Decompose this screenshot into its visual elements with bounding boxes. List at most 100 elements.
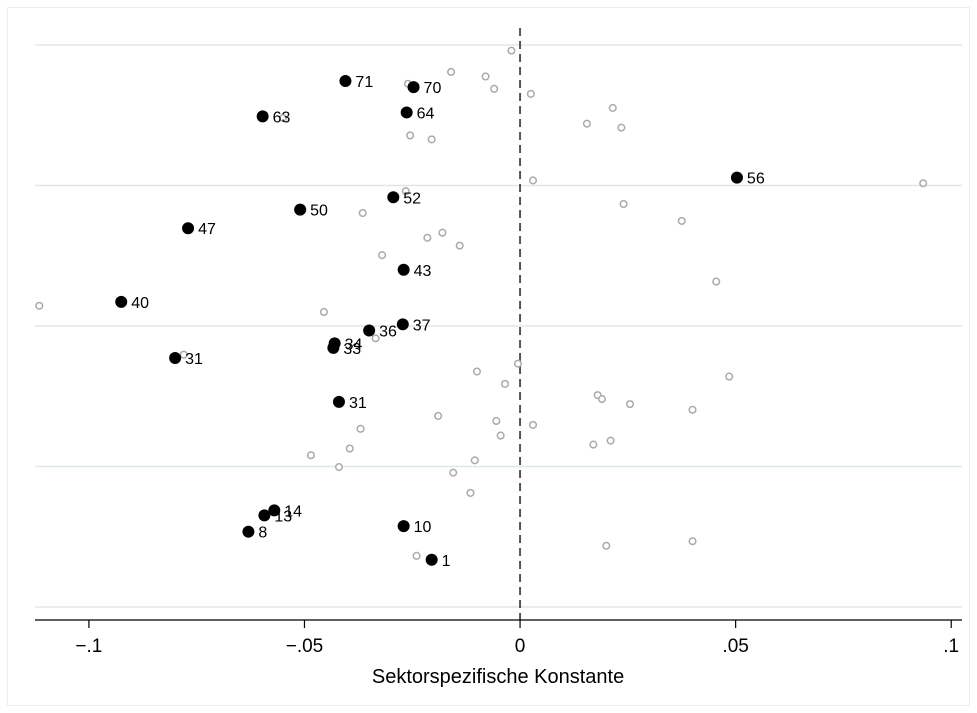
data-point-hollow <box>513 359 522 368</box>
data-point-hollow <box>319 307 328 317</box>
data-point-label: 34 <box>345 336 363 353</box>
data-point <box>387 191 400 204</box>
data-point-hollow <box>688 537 697 546</box>
x-axis-title: Sektorspezifische Konstante <box>372 666 624 688</box>
data-point-hollow <box>617 123 626 132</box>
data-point-hollow <box>490 84 499 93</box>
data-point <box>182 222 195 235</box>
data-point-hollow <box>358 208 367 218</box>
data-point-label: 31 <box>349 395 367 412</box>
data-point-hollow <box>500 379 510 388</box>
data-point-hollow <box>470 456 479 465</box>
data-point-hollow <box>526 89 535 98</box>
data-point <box>327 341 340 354</box>
data-point-hollow <box>455 241 464 250</box>
data-point <box>268 504 281 517</box>
data-point-hollow <box>412 551 421 560</box>
data-point-hollow <box>427 135 436 144</box>
data-point-hollow <box>356 424 365 433</box>
x-tick-label: 0 <box>515 636 526 657</box>
data-point-hollow <box>472 367 481 376</box>
data-point-label: 8 <box>258 525 267 542</box>
x-tick-label: −.05 <box>286 636 324 657</box>
data-point-hollow <box>619 199 628 209</box>
data-point <box>169 352 182 365</box>
data-point <box>363 324 376 337</box>
data-point-label: 71 <box>355 74 373 91</box>
data-point-label: 52 <box>403 190 421 207</box>
data-point-hollow <box>438 228 447 237</box>
data-point-label: 43 <box>414 263 432 280</box>
data-point-hollow <box>625 400 635 409</box>
data-point-hollow <box>35 301 44 310</box>
data-point-hollow <box>496 431 505 440</box>
data-point <box>400 106 413 119</box>
data-point-hollow <box>447 67 456 77</box>
data-point <box>397 263 410 276</box>
data-point-label: 64 <box>417 105 435 122</box>
data-point-hollow <box>378 251 387 260</box>
data-point-label: 37 <box>413 317 431 334</box>
data-point-label: 47 <box>198 221 216 238</box>
data-point-hollow <box>434 411 443 420</box>
data-point <box>730 171 743 184</box>
data-point-hollow <box>306 451 315 460</box>
data-point-hollow <box>528 176 538 185</box>
data-point-label: 33 <box>343 341 361 358</box>
x-axis-ticks: −.1 −.05 0 .05 .1 <box>75 620 959 657</box>
x-tick-label: .1 <box>943 636 959 657</box>
data-point-hollow <box>507 46 516 55</box>
data-point-label: 31 <box>185 351 203 368</box>
data-point-hollow <box>466 488 475 497</box>
data-point <box>407 81 420 94</box>
data-point-hollow <box>725 372 734 381</box>
data-point-hollow <box>919 179 928 188</box>
data-point-hollow <box>712 277 721 286</box>
other-points <box>35 46 928 560</box>
data-point-hollow <box>345 444 354 453</box>
data-point <box>258 509 271 522</box>
data-point-hollow <box>449 468 458 477</box>
data-point-label: 40 <box>131 295 149 312</box>
data-point-label: 13 <box>274 508 292 525</box>
data-point <box>339 74 352 87</box>
data-point-hollow <box>371 334 380 343</box>
data-point-hollow <box>481 72 490 81</box>
data-point <box>332 395 345 408</box>
data-point-label: 70 <box>424 80 442 97</box>
data-point-label: 10 <box>414 519 432 536</box>
chart-frame <box>7 7 970 706</box>
data-point-label: 1 <box>442 553 451 570</box>
x-tick-label: .05 <box>722 636 748 657</box>
data-point-label: 63 <box>273 109 291 126</box>
data-point-hollow <box>677 216 686 225</box>
data-point-hollow <box>334 463 344 472</box>
data-point-hollow <box>278 114 287 123</box>
data-point-hollow <box>492 416 501 426</box>
data-point <box>397 520 410 533</box>
data-point-hollow <box>688 405 697 414</box>
data-point <box>242 525 255 538</box>
data-point-hollow <box>423 233 432 242</box>
data-point-hollow <box>606 436 615 445</box>
data-point-hollow <box>528 420 538 429</box>
data-point-label: 14 <box>284 503 302 520</box>
data-point <box>256 110 269 123</box>
data-point-hollow <box>401 187 410 196</box>
gridlines <box>35 44 962 608</box>
data-point-hollow <box>608 103 617 112</box>
data-point-hollow <box>602 541 611 550</box>
data-point <box>425 553 438 566</box>
data-point-label: 36 <box>379 323 397 340</box>
data-point <box>115 295 128 308</box>
data-point <box>294 203 307 216</box>
data-point <box>396 318 409 331</box>
data-point-hollow <box>406 131 415 140</box>
data-point-hollow <box>597 395 607 404</box>
x-tick-label: −.1 <box>75 636 102 657</box>
data-point-hollow <box>582 119 591 128</box>
data-point-hollow <box>179 350 188 359</box>
data-point-label: 50 <box>310 203 328 220</box>
